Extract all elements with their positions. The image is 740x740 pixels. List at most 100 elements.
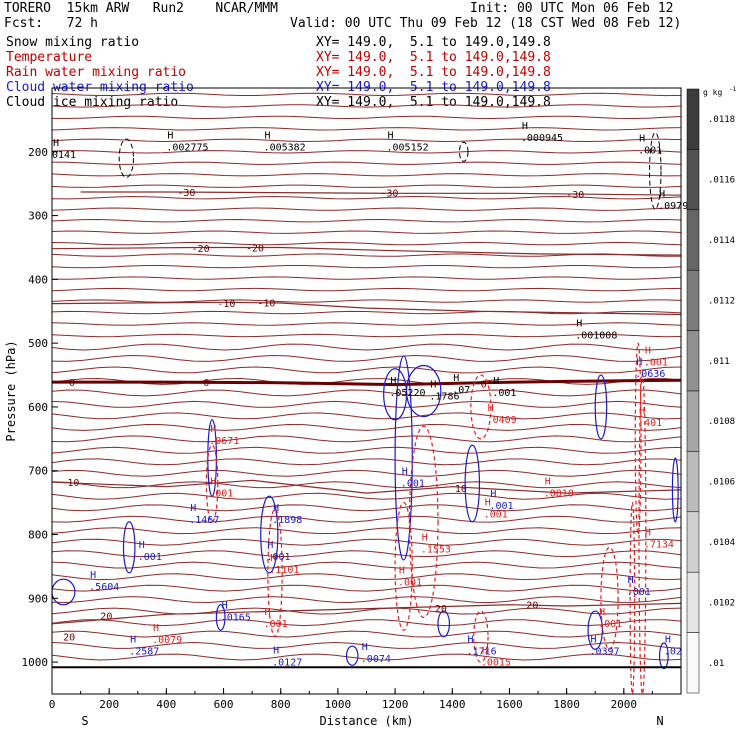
- rain-maximum-label: .001: [264, 619, 288, 630]
- rain-maximum-h-marker: H: [482, 645, 488, 656]
- colorbar-segment: [686, 88, 700, 150]
- y-tick-label: 700: [28, 465, 48, 478]
- isotherm-background-line: [51, 596, 682, 604]
- snow-contour: [649, 132, 662, 210]
- isotherm-background-line: [51, 310, 682, 315]
- cloud-water-maximum-h-marker: H: [273, 503, 279, 514]
- cloud-water-maximum-label: .0165: [221, 613, 251, 624]
- colorbar-tick-label: .0108: [708, 417, 735, 427]
- cloud-ice-maximum-h-marker: H: [430, 379, 436, 390]
- colorbar-tick-label: .011: [708, 357, 730, 367]
- temperature-contour: [80, 191, 682, 196]
- snow-maximum-h-marker: H: [265, 131, 271, 142]
- isotherm-background-line: [51, 446, 682, 454]
- cloud-water-contour: [345, 645, 359, 666]
- field-temperature-name: Temperature: [6, 50, 93, 65]
- colorbar-segment: [686, 390, 700, 452]
- cloud-water-maximum-label: .001: [138, 552, 162, 563]
- snow-maximum-label: .001008: [575, 331, 617, 342]
- cloud-water-maximum-h-marker: H: [590, 634, 596, 645]
- isotherm-background-line: [51, 400, 682, 408]
- y-axis-label: Pressure (hPa): [4, 340, 18, 441]
- y-tick-label: 300: [28, 210, 48, 223]
- isotherm-background-line: [51, 619, 682, 627]
- colorbar-tick-label: .0118: [708, 115, 735, 125]
- cloud-water-maximum-h-marker: H: [139, 540, 145, 551]
- x-tick-label: 1000: [325, 698, 352, 711]
- cloud-water-contour: [122, 521, 136, 574]
- isotherm-background-line: [51, 173, 682, 177]
- cloud-water-maximum-label: .001: [266, 552, 290, 563]
- isotherm-background-line: [51, 584, 682, 592]
- cloud-water-maximum-label: .2587: [129, 646, 159, 657]
- isotherm-background-line: [51, 607, 682, 615]
- cloud-water-contour: [51, 578, 76, 606]
- isotherm-background-line: [51, 504, 682, 512]
- cloud-ice-maximum-h-marker: H: [493, 376, 499, 387]
- rain-maximum-h-marker: H: [639, 406, 645, 417]
- y-tick-label: 900: [28, 592, 48, 605]
- isotherm-background-line: [51, 423, 682, 431]
- snow-maximum-label: 0141: [52, 150, 76, 161]
- isotherm-background-line: [51, 299, 682, 303]
- rain-maximum-h-marker: H: [422, 532, 428, 543]
- colorbar-segment: [686, 149, 700, 211]
- plot-frame: [51, 87, 682, 695]
- rain-contour: [638, 374, 647, 695]
- rain-maximum-h-marker: H: [485, 497, 491, 508]
- cloud-water-maximum-h-marker: H: [628, 575, 634, 586]
- temperature-contour: [51, 479, 682, 494]
- rain-maximum-label: .7134: [644, 539, 674, 550]
- y-tick-label: 600: [28, 401, 48, 414]
- rain-maximum-h-marker: H: [210, 476, 216, 487]
- isotherm-background-line: [51, 207, 682, 211]
- isotherm-background-line: [51, 104, 682, 108]
- cloud-water-contour: [587, 610, 603, 650]
- cloud-water-maximum-label: .0397: [590, 646, 620, 657]
- snow-maximum-h-marker: H: [659, 189, 665, 200]
- isotherm-background-line: [51, 195, 682, 200]
- colorbar-tick-label: .0106: [708, 478, 735, 488]
- y-tick-label: 800: [28, 529, 48, 542]
- isotherm-background-line: [51, 515, 682, 523]
- cloud-water-maximum-h-marker: H: [267, 540, 273, 551]
- isotherm-background-line: [51, 343, 682, 351]
- temperature-label: -30: [177, 188, 195, 199]
- snow-maximum-label: .002775: [166, 143, 208, 154]
- rain-maximum-h-marker: H: [265, 607, 271, 618]
- temperature-label: 20: [63, 633, 75, 644]
- snow-maximum-label: .001: [638, 146, 662, 157]
- rain-contour: [205, 444, 219, 523]
- cloud-water-contour: [594, 374, 608, 440]
- isotherm-background-line: [51, 115, 682, 120]
- south-endpoint-label: S: [81, 714, 88, 728]
- rain-maximum-label: .1553: [421, 544, 451, 555]
- colorbar-segment: [686, 330, 700, 392]
- isotherm-background-line: [51, 218, 682, 223]
- rain-maximum-label: .0079: [152, 635, 182, 646]
- x-tick-label: 1200: [382, 698, 409, 711]
- x-tick-label: 1600: [496, 698, 523, 711]
- cloud-water-maximum-label: .02: [664, 646, 682, 657]
- cloud-ice-maximum-h-marker: H: [453, 373, 459, 384]
- colorbar-tick-label: .0114: [708, 236, 735, 246]
- isotherm-background-line: [51, 150, 682, 154]
- snow-maximum-h-marker: H: [167, 131, 173, 142]
- field-snow-xy: XY= 149.0, 5.1 to 149.0,149.8: [316, 35, 551, 50]
- rain-maximum-label: .0671: [209, 436, 239, 447]
- cloud-water-contour: [394, 355, 413, 561]
- isotherm-background-line: [51, 138, 682, 143]
- isotherm-background-line: [51, 550, 682, 558]
- rain-maximum-label: .401: [638, 418, 662, 429]
- cloud-water-contour: [671, 457, 679, 523]
- temperature-label: 10: [455, 484, 467, 495]
- cloud-water-maximum-h-marker: H: [665, 634, 671, 645]
- x-tick-label: 200: [99, 698, 119, 711]
- temperature-contour: [51, 301, 682, 316]
- colorbar-tick-label: .0112: [708, 296, 735, 306]
- temperature-label: 10: [67, 478, 79, 489]
- cloud-water-maximum-label: .001: [401, 479, 425, 490]
- x-tick-label: 600: [214, 698, 234, 711]
- colorbar-tick-label: .01: [708, 659, 724, 669]
